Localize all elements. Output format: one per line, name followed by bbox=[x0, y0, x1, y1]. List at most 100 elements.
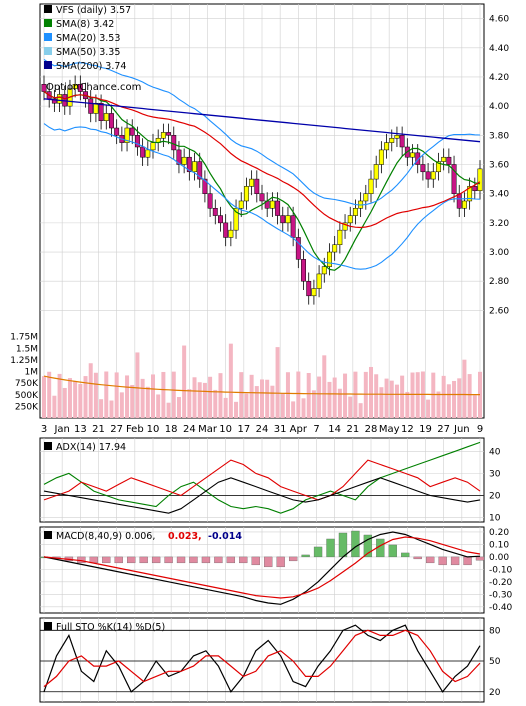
macd-histogram-bar bbox=[276, 556, 285, 568]
macd-histogram-bar bbox=[388, 544, 397, 558]
x-tick-label: 24 bbox=[183, 424, 196, 435]
volume-y-tick-label: 250K bbox=[15, 402, 39, 412]
volume-bar bbox=[239, 372, 244, 418]
volume-bar bbox=[223, 397, 228, 418]
adx-series-line bbox=[43, 459, 481, 501]
candle-body bbox=[72, 84, 78, 89]
candle-body bbox=[275, 200, 281, 216]
volume-bar bbox=[202, 382, 207, 418]
volume-bar bbox=[306, 373, 311, 418]
volume-bar bbox=[467, 374, 472, 418]
volume-bar bbox=[99, 399, 104, 418]
candle-body bbox=[233, 208, 239, 231]
volume-bar bbox=[249, 374, 254, 418]
macd-histogram-bar bbox=[201, 556, 211, 564]
candle-body bbox=[368, 178, 374, 194]
candle-body bbox=[394, 135, 400, 139]
legend-swatch bbox=[44, 33, 52, 41]
volume-bar bbox=[343, 373, 348, 418]
x-tick-label: Apr bbox=[290, 424, 308, 435]
bollinger-upper-line bbox=[43, 58, 481, 206]
x-tick-label: 3 bbox=[41, 424, 47, 435]
volume-bar bbox=[104, 371, 109, 418]
x-tick-label: 7 bbox=[313, 424, 319, 435]
volume-y-tick-label: 1.25M bbox=[10, 356, 38, 366]
candle-body bbox=[451, 164, 457, 194]
price-y-tick-label: 4.60 bbox=[489, 15, 509, 25]
candle-body bbox=[218, 215, 223, 224]
x-tick-label: Feb bbox=[126, 424, 144, 435]
macd-histogram-bar bbox=[127, 556, 136, 564]
legend-label: VFS (daily) 3.57 bbox=[56, 5, 131, 16]
price-y-tick-label: 2.60 bbox=[489, 306, 509, 316]
macd-histogram-bar bbox=[438, 556, 447, 566]
macd-histogram-bar bbox=[313, 546, 323, 558]
x-tick-label: May bbox=[379, 424, 400, 435]
volume-bar bbox=[260, 379, 264, 418]
bollinger-lower-line bbox=[43, 123, 481, 270]
volume-bar bbox=[394, 384, 399, 418]
adx-series-line bbox=[43, 441, 481, 514]
macd-histogram-bar bbox=[475, 556, 485, 561]
volume-bar bbox=[374, 374, 379, 418]
volume-bar bbox=[88, 363, 93, 418]
volume-bar bbox=[384, 378, 389, 418]
candle-body bbox=[373, 164, 379, 180]
x-tick-label: 21 bbox=[92, 424, 105, 435]
volume-bar bbox=[192, 377, 197, 418]
volume-bar bbox=[135, 352, 140, 418]
candle-body bbox=[181, 156, 187, 165]
volume-bar bbox=[311, 390, 316, 418]
candle-body bbox=[254, 178, 260, 194]
volume-bar bbox=[234, 401, 239, 418]
macd-y-tick-label: 0.00 bbox=[489, 553, 509, 563]
adx-y-tick-label: 40 bbox=[489, 447, 501, 457]
macd-histogram-bar bbox=[102, 556, 111, 564]
candle-body bbox=[327, 251, 332, 267]
volume-bar bbox=[327, 381, 332, 418]
candle-body bbox=[446, 156, 452, 165]
adx-y-tick-label: 30 bbox=[489, 469, 501, 479]
candle-body bbox=[160, 132, 166, 139]
volume-bar bbox=[156, 394, 161, 418]
candle-body bbox=[301, 259, 306, 282]
sto-legend-swatch bbox=[44, 622, 52, 630]
adx-panel: 40 30 20 10 ADX(14) 17.94 bbox=[39, 437, 501, 524]
adx-label: ADX(14) 17.94 bbox=[56, 442, 126, 453]
volume-bar bbox=[62, 387, 67, 418]
candle-body bbox=[477, 168, 483, 192]
candle-body bbox=[269, 200, 275, 209]
candle-body bbox=[461, 200, 467, 209]
x-tick-label: Jan bbox=[53, 424, 69, 435]
x-tick-label: 27 bbox=[437, 424, 450, 435]
volume-bar bbox=[457, 378, 462, 418]
volume-bar bbox=[446, 384, 451, 418]
candle-body bbox=[114, 127, 120, 136]
volume-bar bbox=[197, 382, 202, 418]
volume-bar bbox=[109, 400, 114, 418]
sto-y-tick-label: 50 bbox=[489, 657, 501, 667]
macd-histogram-bar bbox=[463, 556, 472, 566]
candle-body bbox=[192, 161, 197, 173]
volume-bar bbox=[400, 375, 405, 418]
volume-bar bbox=[389, 380, 394, 418]
x-tick-label: 14 bbox=[328, 424, 341, 435]
price-y-tick-label: 3.60 bbox=[489, 161, 509, 171]
price-y-tick-label: 4.40 bbox=[489, 44, 509, 54]
x-tick-label: 10 bbox=[147, 424, 160, 435]
volume-bar bbox=[441, 375, 446, 418]
volume-bar bbox=[161, 371, 166, 418]
candle-body bbox=[166, 132, 172, 136]
volume-y-tick-label: 1.75M bbox=[10, 333, 38, 343]
candle-body bbox=[415, 152, 421, 165]
candle-body bbox=[321, 266, 327, 275]
volume-bar bbox=[379, 387, 384, 418]
candle-body bbox=[306, 280, 312, 297]
x-tick-label: 10 bbox=[219, 424, 232, 435]
candle-body bbox=[171, 135, 177, 151]
macd-histogram-bar bbox=[351, 530, 360, 558]
price-y-tick-label: 4.20 bbox=[489, 73, 509, 83]
volume-bar bbox=[114, 372, 119, 418]
macd-histogram-bar bbox=[264, 556, 273, 568]
volume-bar bbox=[42, 376, 46, 418]
